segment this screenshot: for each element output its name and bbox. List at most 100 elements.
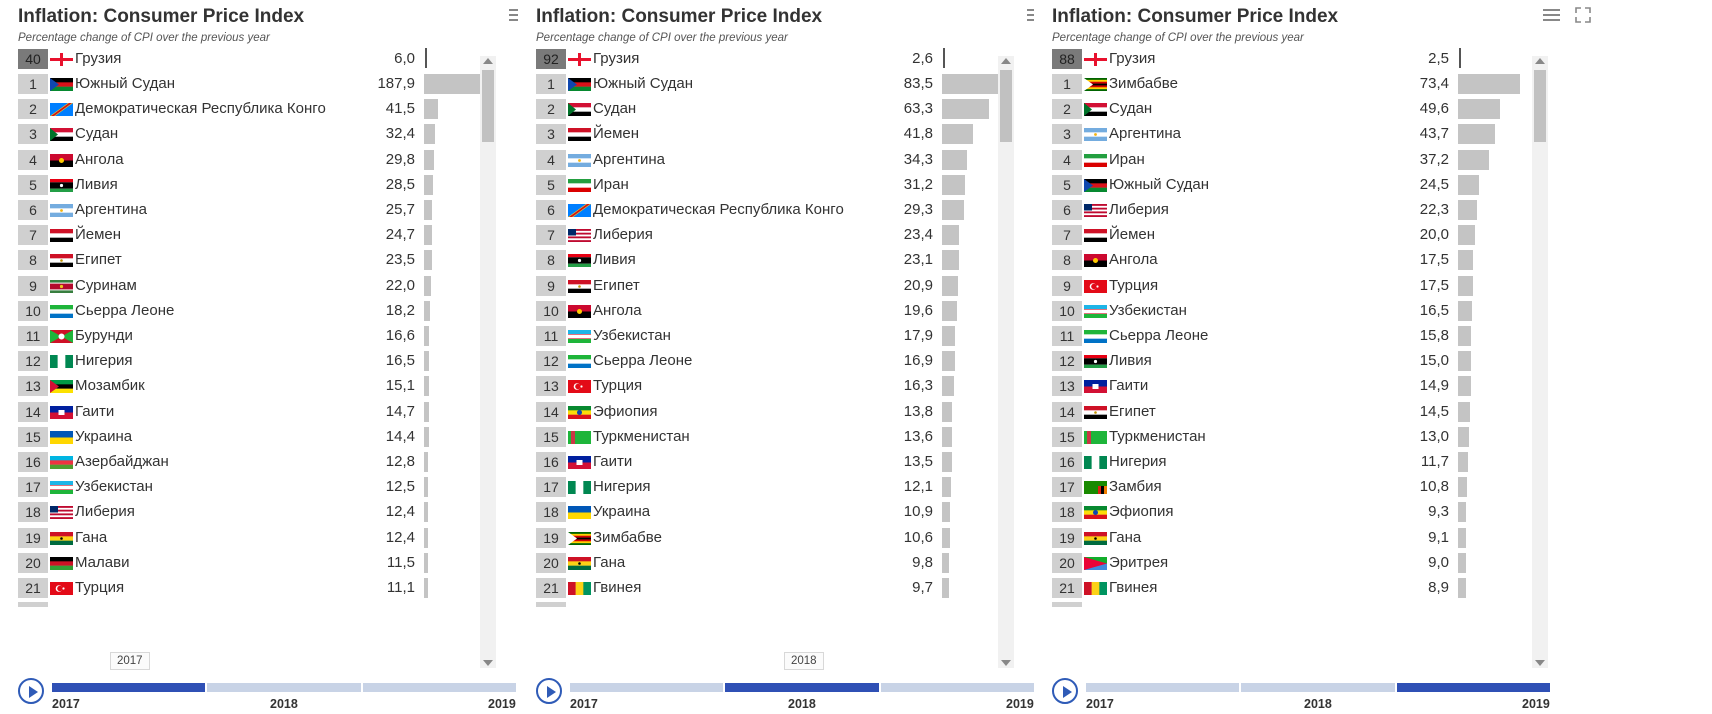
scroll-down-arrow-icon[interactable] <box>483 660 493 666</box>
row-rank: 17 <box>18 477 48 498</box>
row-country: Ливия <box>75 175 118 193</box>
flag-icon-uzbekistan <box>50 481 73 495</box>
timeline-segment[interactable] <box>880 683 1034 692</box>
timeline-year-end[interactable]: 2019 <box>1522 697 1550 711</box>
timeline-segment[interactable] <box>1086 683 1240 692</box>
scroll-down-arrow-icon[interactable] <box>1535 660 1545 666</box>
bar <box>424 326 430 346</box>
scroll-up-arrow-icon[interactable] <box>1535 58 1545 64</box>
row-rank: 13 <box>1052 376 1082 397</box>
scroll-thumb[interactable] <box>1534 70 1546 142</box>
row-value: 16,5 <box>1419 301 1449 319</box>
timeline-year-mid[interactable]: 2018 <box>788 697 816 711</box>
scrollbar[interactable] <box>1532 56 1548 668</box>
table-row: 9 Египет 20,9 <box>536 275 1056 297</box>
row-rank: 12 <box>18 351 48 372</box>
play-icon[interactable] <box>18 678 44 704</box>
timeline-segment[interactable] <box>570 683 724 692</box>
timeline-year-end[interactable]: 2019 <box>488 697 516 711</box>
scroll-thumb[interactable] <box>482 70 494 142</box>
timeline-segment[interactable] <box>725 683 879 692</box>
flag-icon-guinea <box>1084 582 1107 595</box>
row-value: 187,9 <box>377 75 415 92</box>
row-country: Египет <box>1109 402 1156 420</box>
timeline-segment[interactable] <box>1396 683 1550 692</box>
row-value: 73,4 <box>1419 75 1449 92</box>
play-icon[interactable] <box>536 678 562 704</box>
row-rank: 6 <box>1052 200 1082 220</box>
bar <box>1458 452 1468 472</box>
row-value: 15,1 <box>385 377 415 395</box>
table-row: 11 Бурунди 16,6 <box>18 325 538 347</box>
row-value: 25,7 <box>385 201 415 218</box>
row-country: Зимбабве <box>593 528 662 546</box>
chart-panel-2019: Inflation: Consumer Price Index Percentag… <box>1034 0 1594 714</box>
row-country: Нигерия <box>593 478 651 496</box>
row-value: 43,7 <box>1419 125 1449 143</box>
row-value: 9,7 <box>912 579 933 596</box>
fullscreen-icon[interactable] <box>1574 6 1594 24</box>
timeline-segment[interactable] <box>362 683 516 692</box>
scrollbar[interactable] <box>480 56 496 668</box>
row-country: Эритрея <box>1109 553 1169 571</box>
table-row: 20 Малави 11,5 <box>18 552 538 574</box>
row-rank: 1 <box>536 74 566 94</box>
table-row: 6 Либерия 22,3 <box>1052 199 1572 221</box>
table-row: 10 Сьерра Леоне 18,2 <box>18 300 538 322</box>
timeline-segment[interactable] <box>207 683 361 692</box>
timeline-year-end[interactable]: 2019 <box>1006 697 1034 711</box>
row-country: Демократическая Республика Конго <box>75 100 326 118</box>
play-icon[interactable] <box>1052 678 1078 704</box>
row-rank: 10 <box>1052 300 1082 321</box>
bar <box>942 74 1004 94</box>
bar <box>424 351 430 372</box>
scrollbar[interactable] <box>998 56 1014 668</box>
row-value: 10,6 <box>903 528 933 546</box>
flag-icon-azerbaijan <box>50 456 73 469</box>
bar-mark <box>1459 48 1462 68</box>
row-value: 15,0 <box>1419 352 1449 370</box>
year-timeline[interactable] <box>570 683 1036 692</box>
table-row: 15 Туркменистан 13,6 <box>536 426 1056 448</box>
scroll-thumb[interactable] <box>1000 70 1012 142</box>
bar <box>1458 376 1471 397</box>
timeline-year-mid[interactable]: 2018 <box>270 697 298 711</box>
scroll-up-arrow-icon[interactable] <box>1001 58 1011 64</box>
row-overflow <box>536 602 1056 608</box>
bar <box>424 200 433 220</box>
row-value: 22,0 <box>385 276 415 294</box>
table-row: 3 Аргентина 43,7 <box>1052 123 1572 145</box>
hamburger-menu-icon[interactable] <box>508 6 528 24</box>
row-country: Сьерра Леоне <box>1109 327 1209 344</box>
hamburger-menu-icon[interactable] <box>1542 6 1562 24</box>
row-value: 14,9 <box>1419 377 1449 395</box>
timeline-year-start[interactable]: 2017 <box>1086 697 1114 711</box>
scroll-down-arrow-icon[interactable] <box>1001 660 1011 666</box>
table-row: 1 Южный Судан 187,9 <box>18 73 538 95</box>
row-country: Грузия <box>593 50 640 67</box>
row-country: Южный Судан <box>593 75 694 92</box>
timeline-year-start[interactable]: 2017 <box>570 697 598 711</box>
row-rank: 1 <box>18 74 48 94</box>
flag-icon-georgia <box>568 53 591 66</box>
flag-icon-guinea <box>568 582 591 595</box>
chart-subtitle: Percentage change of CPI over the previo… <box>1052 32 1304 44</box>
timeline-year-mid[interactable]: 2018 <box>1304 697 1332 711</box>
flag-icon-turkey <box>50 582 73 595</box>
row-rank: 7 <box>1052 225 1082 246</box>
row-overflow <box>18 602 538 608</box>
chart-subtitle: Percentage change of CPI over the previo… <box>536 32 788 44</box>
year-timeline[interactable] <box>52 683 518 692</box>
scroll-up-arrow-icon[interactable] <box>483 58 493 64</box>
row-country: Турция <box>593 377 643 395</box>
timeline-segment[interactable] <box>52 683 206 692</box>
row-country: Турция <box>1109 276 1159 294</box>
table-row: 9 Турция 17,5 <box>1052 275 1572 297</box>
year-timeline[interactable] <box>1086 683 1552 692</box>
timeline-year-start[interactable]: 2017 <box>52 697 80 711</box>
flag-icon-yemen <box>50 229 73 243</box>
flag-icon-south_sudan <box>1084 178 1107 192</box>
bar <box>1458 527 1466 548</box>
row-value: 16,9 <box>903 352 933 370</box>
timeline-segment[interactable] <box>1241 683 1395 692</box>
